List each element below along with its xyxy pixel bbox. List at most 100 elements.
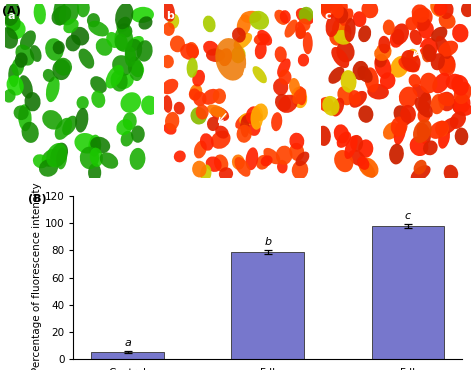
Ellipse shape <box>254 33 270 45</box>
Ellipse shape <box>161 0 175 22</box>
Ellipse shape <box>431 53 445 70</box>
Ellipse shape <box>358 105 374 123</box>
Ellipse shape <box>59 0 79 26</box>
Text: b: b <box>166 11 174 21</box>
Ellipse shape <box>219 167 233 181</box>
Ellipse shape <box>39 159 58 177</box>
Ellipse shape <box>391 117 408 137</box>
Ellipse shape <box>361 1 378 18</box>
Ellipse shape <box>461 1 474 17</box>
Ellipse shape <box>257 30 272 46</box>
Ellipse shape <box>410 30 422 45</box>
Ellipse shape <box>174 102 185 114</box>
Ellipse shape <box>191 107 207 125</box>
Ellipse shape <box>358 26 371 42</box>
Ellipse shape <box>406 49 419 63</box>
Ellipse shape <box>193 91 207 106</box>
Ellipse shape <box>389 144 404 164</box>
Ellipse shape <box>418 21 434 39</box>
Ellipse shape <box>334 7 348 24</box>
Ellipse shape <box>349 90 361 106</box>
Ellipse shape <box>345 135 357 159</box>
Ellipse shape <box>413 120 432 143</box>
Ellipse shape <box>295 26 306 39</box>
Ellipse shape <box>74 133 98 154</box>
Ellipse shape <box>106 65 124 88</box>
Ellipse shape <box>246 147 258 170</box>
Ellipse shape <box>189 88 201 101</box>
Ellipse shape <box>422 44 437 62</box>
Ellipse shape <box>90 76 107 93</box>
Ellipse shape <box>76 96 89 110</box>
Ellipse shape <box>299 7 313 23</box>
Ellipse shape <box>412 4 429 23</box>
Ellipse shape <box>292 87 307 108</box>
Ellipse shape <box>46 143 67 167</box>
Ellipse shape <box>115 3 133 29</box>
Ellipse shape <box>33 154 48 168</box>
Ellipse shape <box>16 44 34 65</box>
Ellipse shape <box>430 94 445 114</box>
Ellipse shape <box>174 151 186 162</box>
Ellipse shape <box>117 17 130 32</box>
Ellipse shape <box>274 46 287 63</box>
Ellipse shape <box>438 13 456 29</box>
Ellipse shape <box>414 160 427 175</box>
Ellipse shape <box>7 75 24 95</box>
Ellipse shape <box>215 38 246 81</box>
Ellipse shape <box>438 41 458 57</box>
Ellipse shape <box>394 120 406 145</box>
Ellipse shape <box>320 0 335 14</box>
Ellipse shape <box>255 42 267 59</box>
Ellipse shape <box>391 56 409 78</box>
Ellipse shape <box>90 148 103 167</box>
Ellipse shape <box>392 23 409 45</box>
Text: a: a <box>124 338 131 348</box>
Ellipse shape <box>383 20 395 35</box>
Ellipse shape <box>322 96 339 116</box>
Ellipse shape <box>273 78 288 95</box>
Ellipse shape <box>319 97 334 112</box>
Ellipse shape <box>240 116 249 137</box>
Ellipse shape <box>334 124 349 144</box>
Ellipse shape <box>18 104 32 131</box>
Text: (B): (B) <box>28 194 47 204</box>
Ellipse shape <box>439 117 458 135</box>
Ellipse shape <box>187 58 198 78</box>
Ellipse shape <box>120 92 141 113</box>
Ellipse shape <box>284 20 298 38</box>
Ellipse shape <box>334 30 351 45</box>
Ellipse shape <box>163 22 175 36</box>
Ellipse shape <box>339 24 351 40</box>
Ellipse shape <box>278 95 298 113</box>
Ellipse shape <box>64 18 79 33</box>
Ellipse shape <box>114 26 133 52</box>
Ellipse shape <box>131 125 145 143</box>
Text: (A): (A) <box>2 6 21 16</box>
Ellipse shape <box>71 27 89 46</box>
Ellipse shape <box>207 105 227 118</box>
Ellipse shape <box>417 122 431 144</box>
Ellipse shape <box>214 154 228 172</box>
Ellipse shape <box>88 21 109 37</box>
Ellipse shape <box>274 10 288 25</box>
Ellipse shape <box>65 35 81 51</box>
Ellipse shape <box>242 112 263 124</box>
Ellipse shape <box>455 128 468 145</box>
Ellipse shape <box>42 149 61 167</box>
Ellipse shape <box>429 121 448 139</box>
Ellipse shape <box>298 18 310 31</box>
Ellipse shape <box>440 2 454 19</box>
Ellipse shape <box>261 155 273 167</box>
Ellipse shape <box>251 106 263 130</box>
Ellipse shape <box>409 74 421 87</box>
Ellipse shape <box>125 39 142 62</box>
Ellipse shape <box>138 16 153 30</box>
Ellipse shape <box>335 0 348 15</box>
Ellipse shape <box>454 93 471 113</box>
Ellipse shape <box>353 61 369 80</box>
Ellipse shape <box>332 18 345 38</box>
Ellipse shape <box>253 66 267 83</box>
Ellipse shape <box>390 29 404 48</box>
Ellipse shape <box>207 117 219 131</box>
